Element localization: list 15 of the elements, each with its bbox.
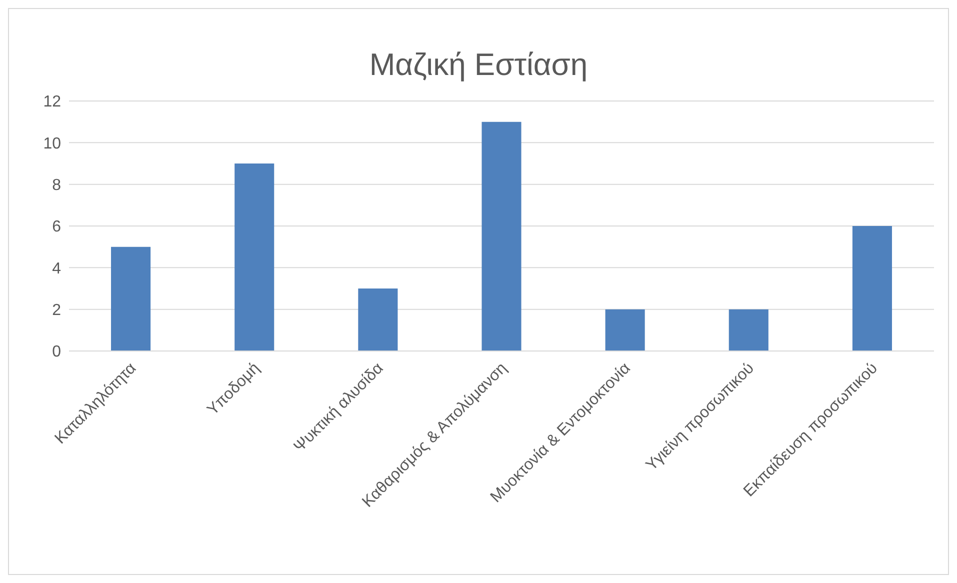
y-tick-label: 6	[52, 218, 62, 236]
bar	[358, 288, 398, 351]
bar	[111, 246, 151, 351]
chart-title: Μαζική Εστίαση	[368, 47, 589, 83]
bar	[482, 122, 522, 351]
y-tick-label: 10	[43, 135, 62, 152]
y-tick-label: 12	[43, 94, 62, 111]
bar	[728, 309, 768, 351]
y-tick-label: 0	[52, 344, 62, 361]
y-tick-label: 4	[52, 260, 62, 278]
bar	[234, 164, 274, 351]
bar	[605, 309, 645, 351]
y-tick-label: 8	[52, 177, 62, 194]
bar	[852, 226, 892, 351]
y-tick-label: 2	[52, 302, 62, 320]
